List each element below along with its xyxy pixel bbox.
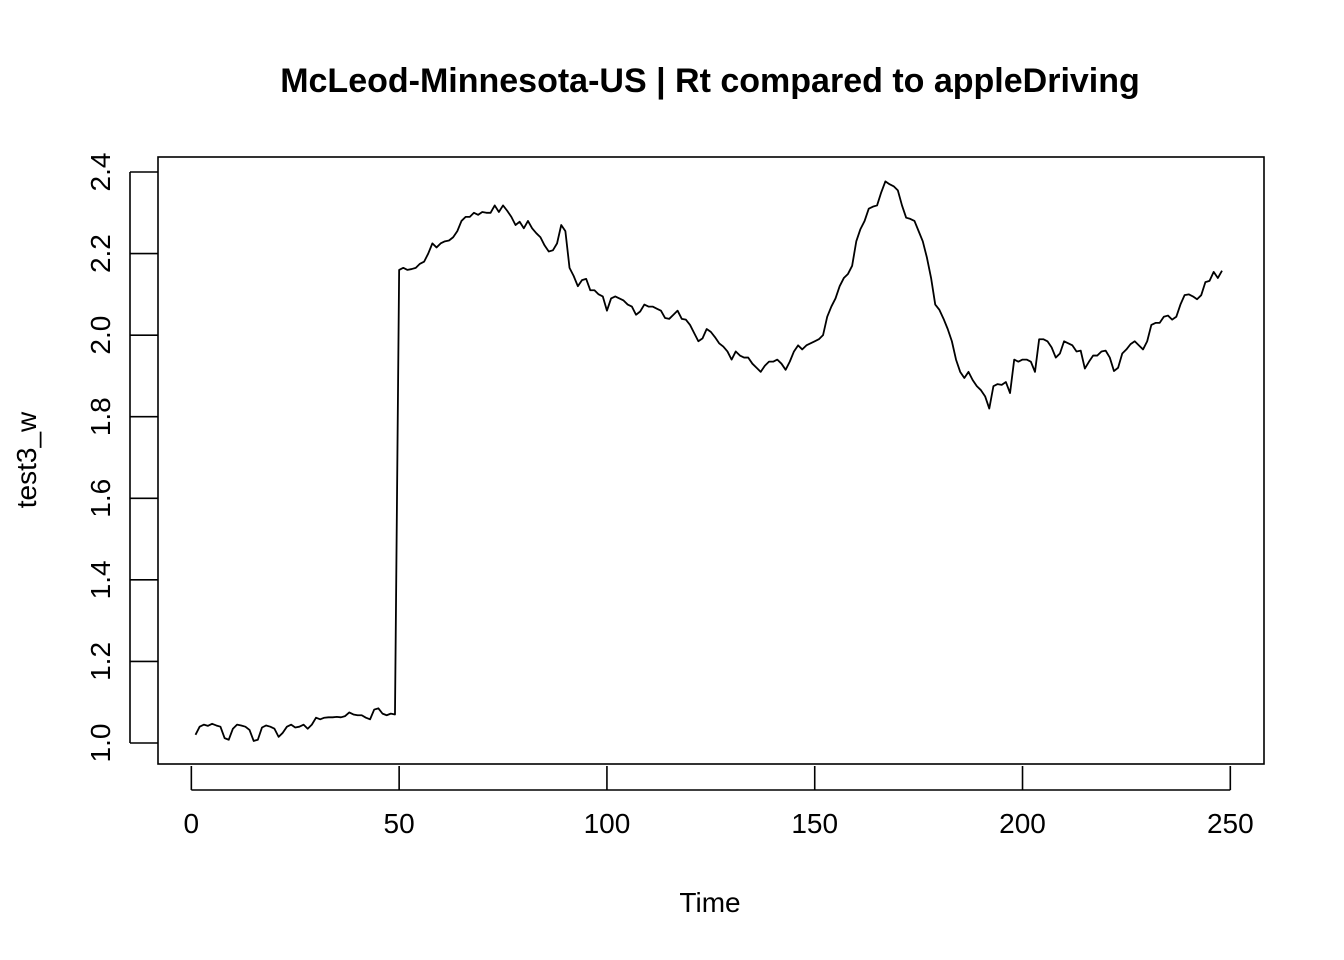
- x-tick-label: 200: [999, 808, 1046, 839]
- y-tick-label: 2.2: [85, 234, 116, 273]
- series-layer: [194, 180, 1223, 742]
- x-tick-label: 100: [584, 808, 631, 839]
- x-tick-label: 250: [1207, 808, 1254, 839]
- y-tick-label: 2.0: [85, 316, 116, 355]
- y-tick-label: 1.8: [85, 397, 116, 436]
- series-line: [194, 180, 1223, 742]
- x-axis-title: Time: [679, 887, 740, 918]
- y-tick-label: 1.2: [85, 642, 116, 681]
- y-tick-label: 2.4: [85, 153, 116, 192]
- y-axis: 1.0 1.2 1.4 1.6 1.8 2.0 2.2 2.4: [85, 153, 158, 763]
- chart-title: McLeod-Minnesota-US | Rt compared to app…: [280, 62, 1140, 100]
- x-axis: 0 50 100 150 200 250: [184, 766, 1254, 839]
- x-tick-label: 150: [791, 808, 838, 839]
- y-axis-title: test3_w: [11, 411, 42, 508]
- y-tick-label: 1.4: [85, 560, 116, 599]
- y-tick-label: 1.0: [85, 724, 116, 763]
- plot-frame: [157, 156, 1265, 765]
- x-tick-label: 0: [184, 808, 200, 839]
- y-tick-label: 1.6: [85, 479, 116, 518]
- x-tick-label: 50: [384, 808, 415, 839]
